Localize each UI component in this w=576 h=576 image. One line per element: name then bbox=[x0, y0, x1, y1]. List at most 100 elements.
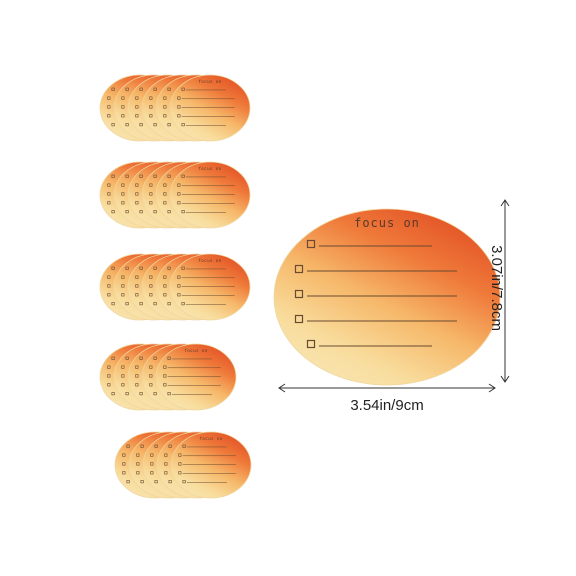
checkbox bbox=[163, 293, 167, 297]
checkbox bbox=[167, 392, 171, 396]
checkbox bbox=[177, 201, 181, 205]
checkbox bbox=[163, 365, 167, 369]
checkbox bbox=[107, 96, 111, 100]
checkbox bbox=[167, 266, 171, 270]
checkbox bbox=[135, 114, 139, 118]
checkbox bbox=[125, 266, 129, 270]
checkbox bbox=[177, 192, 181, 196]
note-title: focus on bbox=[198, 258, 221, 263]
width-label: 3.54in/9cm bbox=[350, 397, 423, 414]
checkbox bbox=[153, 392, 157, 396]
checkbox bbox=[181, 174, 185, 178]
checkbox bbox=[107, 192, 111, 196]
checkbox bbox=[167, 123, 171, 127]
checkbox bbox=[153, 356, 157, 360]
note-body bbox=[169, 253, 251, 321]
sticky-note: focus on bbox=[155, 343, 237, 411]
checkbox bbox=[149, 183, 153, 187]
width-arrow-heads bbox=[278, 383, 496, 393]
checkbox bbox=[181, 210, 185, 214]
checkbox bbox=[126, 480, 130, 484]
checkbox bbox=[135, 275, 139, 279]
checkbox bbox=[111, 392, 115, 396]
checkbox bbox=[149, 201, 153, 205]
checkbox bbox=[177, 105, 181, 109]
checkbox bbox=[149, 192, 153, 196]
sticky-note: focus on bbox=[170, 431, 252, 499]
checkbox bbox=[139, 266, 143, 270]
checkbox bbox=[135, 293, 139, 297]
checkbox bbox=[182, 444, 186, 448]
checkbox bbox=[167, 302, 171, 306]
checkbox bbox=[121, 201, 125, 205]
checkbox bbox=[181, 302, 185, 306]
checkbox bbox=[135, 201, 139, 205]
checkbox bbox=[111, 302, 115, 306]
checkbox bbox=[177, 275, 181, 279]
checkbox bbox=[163, 284, 167, 288]
checkbox bbox=[177, 293, 181, 297]
checkbox bbox=[149, 374, 153, 378]
checkbox bbox=[177, 284, 181, 288]
checkbox bbox=[107, 114, 111, 118]
checkbox bbox=[140, 480, 144, 484]
checkbox bbox=[107, 383, 111, 387]
checkbox bbox=[121, 114, 125, 118]
checkbox bbox=[167, 356, 171, 360]
checkbox bbox=[164, 462, 168, 466]
checkbox bbox=[121, 192, 125, 196]
checkbox bbox=[149, 365, 153, 369]
checkbox bbox=[154, 480, 158, 484]
checkbox bbox=[139, 302, 143, 306]
note-body bbox=[169, 74, 251, 142]
checkbox bbox=[178, 462, 182, 466]
checkbox bbox=[126, 444, 130, 448]
checkbox bbox=[139, 392, 143, 396]
checkbox bbox=[149, 383, 153, 387]
checkbox bbox=[121, 275, 125, 279]
checkbox bbox=[107, 284, 111, 288]
checkbox bbox=[139, 87, 143, 91]
checkbox bbox=[150, 471, 154, 475]
checkbox bbox=[181, 266, 185, 270]
sticky-note: focus on bbox=[169, 74, 251, 142]
checkbox bbox=[136, 471, 140, 475]
note-body bbox=[169, 161, 251, 229]
checkbox bbox=[153, 302, 157, 306]
checkbox bbox=[107, 105, 111, 109]
checkbox bbox=[139, 210, 143, 214]
checkbox bbox=[111, 210, 115, 214]
checkbox bbox=[153, 123, 157, 127]
checkbox bbox=[135, 192, 139, 196]
checkbox bbox=[121, 96, 125, 100]
checkbox bbox=[111, 356, 115, 360]
checkbox bbox=[125, 392, 129, 396]
checkbox bbox=[149, 105, 153, 109]
checkbox bbox=[136, 453, 140, 457]
checkbox bbox=[135, 284, 139, 288]
checkbox bbox=[149, 96, 153, 100]
checkbox bbox=[150, 453, 154, 457]
checkbox bbox=[164, 471, 168, 475]
checkbox bbox=[107, 183, 111, 187]
checkbox bbox=[125, 302, 129, 306]
checkbox bbox=[168, 444, 172, 448]
checkbox bbox=[107, 365, 111, 369]
checkbox bbox=[177, 114, 181, 118]
checkbox bbox=[153, 174, 157, 178]
height-arrow-heads bbox=[500, 199, 510, 383]
checkbox bbox=[125, 356, 129, 360]
checkbox bbox=[177, 183, 181, 187]
checkbox bbox=[139, 123, 143, 127]
checkbox bbox=[294, 314, 304, 324]
checkbox bbox=[135, 105, 139, 109]
checkbox bbox=[122, 453, 126, 457]
checkbox bbox=[121, 284, 125, 288]
checkbox bbox=[125, 174, 129, 178]
checkbox bbox=[121, 183, 125, 187]
checkbox bbox=[135, 365, 139, 369]
checkbox bbox=[121, 365, 125, 369]
checkbox bbox=[168, 480, 172, 484]
checkbox bbox=[163, 105, 167, 109]
note-title: focus on bbox=[184, 348, 207, 353]
